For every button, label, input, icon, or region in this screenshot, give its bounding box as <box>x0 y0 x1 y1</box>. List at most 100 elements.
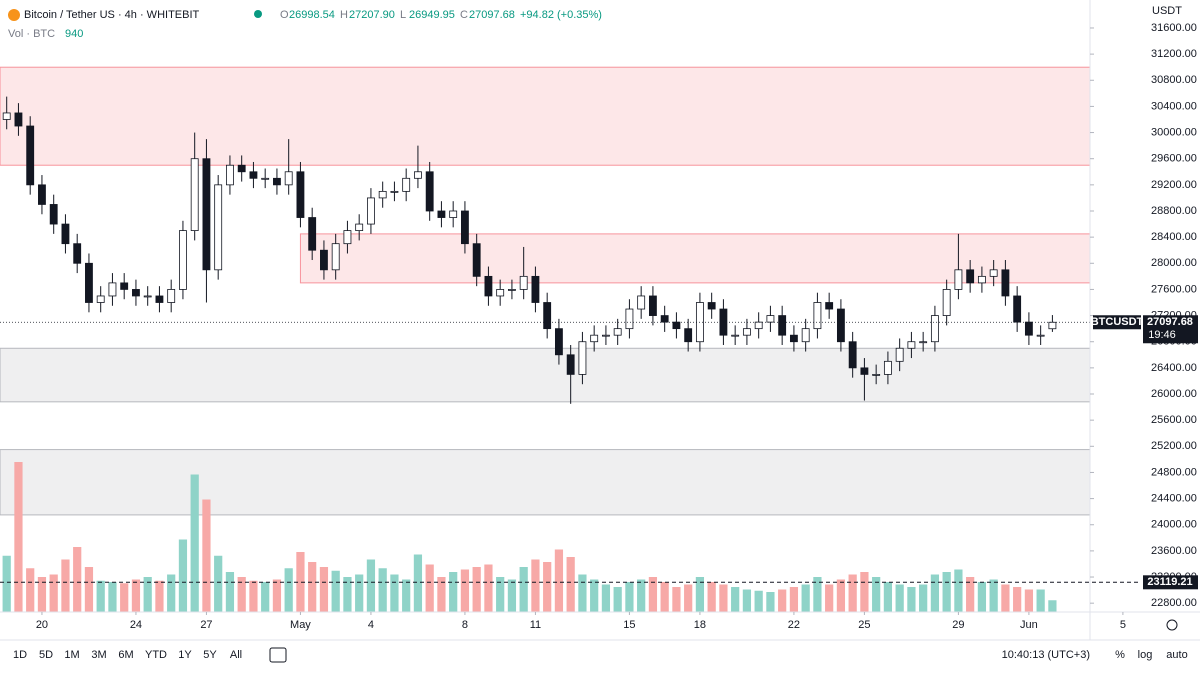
volume-bar <box>719 584 728 612</box>
candle-body <box>132 289 140 297</box>
volume-bar <box>49 574 58 612</box>
candle-body <box>1036 334 1045 337</box>
candle-body <box>49 204 58 225</box>
volume-bar <box>1048 600 1057 612</box>
volume-bar <box>261 582 270 612</box>
y-tick-label: 29200.00 <box>1151 179 1197 191</box>
volume-bar <box>848 574 857 612</box>
volume-bar <box>366 559 376 612</box>
volume-bar <box>930 574 940 612</box>
candle-body <box>108 282 117 297</box>
date-range-icon[interactable] <box>269 647 287 663</box>
candle-body <box>989 269 998 277</box>
range-button[interactable]: 3M <box>91 649 106 661</box>
volume-bar <box>73 547 82 612</box>
volume-bar <box>895 584 904 612</box>
range-button[interactable]: 1Y <box>178 649 192 661</box>
candle-body <box>848 341 857 369</box>
y-tick-label: 28000.00 <box>1151 257 1197 269</box>
ohlc-change: +94.82 (+0.35%) <box>520 9 602 21</box>
candle-body <box>954 269 963 290</box>
range-button[interactable]: YTD <box>145 649 167 661</box>
candle-body <box>378 190 387 199</box>
candle-body <box>155 295 164 303</box>
candle-body <box>367 197 375 225</box>
volume-bar <box>766 592 775 612</box>
price-box <box>1143 315 1198 344</box>
volume-bar <box>907 587 916 612</box>
volume-bar <box>977 582 987 612</box>
volume-bar <box>531 559 540 612</box>
range-button[interactable]: 1M <box>64 649 79 661</box>
volume-bar <box>601 584 611 612</box>
candle-body <box>143 295 152 298</box>
range-button[interactable]: All <box>230 649 242 661</box>
countdown: 19:46 <box>1148 329 1176 341</box>
y-tick-label: 24800.00 <box>1151 466 1197 478</box>
candle-body <box>390 190 399 193</box>
volume-bar <box>37 577 47 612</box>
ohlc-value: 26998.54 <box>289 9 335 21</box>
volume-bar <box>966 577 975 612</box>
candle-body <box>707 302 716 310</box>
candle-body <box>1048 321 1057 330</box>
currency: USDT <box>1152 5 1182 17</box>
volume-bar <box>660 582 669 612</box>
candle-body <box>836 308 845 343</box>
candle-body <box>825 302 834 310</box>
candle-body <box>85 262 93 303</box>
candle-body <box>966 269 975 284</box>
volume-bar <box>789 587 799 612</box>
price-label: 27097.68 <box>1147 316 1193 328</box>
range-button[interactable]: 5D <box>39 649 53 661</box>
candle-body <box>167 289 176 303</box>
volume-bar <box>472 567 481 612</box>
candle-body <box>38 184 46 205</box>
range-button[interactable]: 1D <box>13 649 27 661</box>
volume-bar <box>390 574 399 612</box>
range-button[interactable]: 6M <box>118 649 133 661</box>
scale-option[interactable]: log <box>1138 649 1153 661</box>
hline-box <box>1143 575 1198 590</box>
candle-body <box>402 177 411 192</box>
volume-bar <box>331 570 340 612</box>
volume-bar <box>919 584 928 612</box>
candle-body <box>590 334 599 343</box>
candle-body <box>496 289 505 297</box>
settings-icon[interactable] <box>1166 619 1178 631</box>
x-tick-label: Jun <box>1020 619 1038 631</box>
volume-bar <box>402 579 411 612</box>
volume-bar <box>484 564 493 612</box>
candle-body <box>566 354 575 375</box>
candle-body <box>179 230 187 290</box>
range-button[interactable]: 5Y <box>203 649 217 661</box>
x-tick-label: 25 <box>858 619 870 631</box>
volume-value: 940 <box>65 28 83 40</box>
candle-body <box>778 315 787 336</box>
hline-label: 23119.21 <box>1147 576 1192 588</box>
candle-body <box>942 289 951 316</box>
candle-body <box>895 347 904 362</box>
candle-body <box>977 275 986 284</box>
volume-bar <box>96 580 105 612</box>
volume-bar <box>460 569 470 612</box>
candle-body <box>731 334 740 337</box>
x-tick-label: 18 <box>694 619 706 631</box>
scale-option[interactable]: auto <box>1166 649 1187 661</box>
y-tick-label: 22800.00 <box>1151 597 1197 609</box>
scale-option[interactable]: % <box>1115 649 1125 661</box>
volume-bar <box>625 582 634 612</box>
volume-bar <box>543 562 552 612</box>
candle-body <box>61 223 70 245</box>
volume-bar <box>942 572 951 612</box>
volume-bar <box>637 579 646 612</box>
volume-bar <box>507 579 517 612</box>
candle-body <box>202 158 211 271</box>
ohlc-value: 27097.68 <box>469 9 515 21</box>
axes: 22800.0023200.0023600.0024000.0024400.00… <box>36 22 1197 631</box>
volume-bar <box>648 577 658 612</box>
volume-bar <box>1013 587 1022 612</box>
candle-body <box>872 374 881 376</box>
volume-bar <box>778 589 787 612</box>
candle-body <box>284 171 293 186</box>
